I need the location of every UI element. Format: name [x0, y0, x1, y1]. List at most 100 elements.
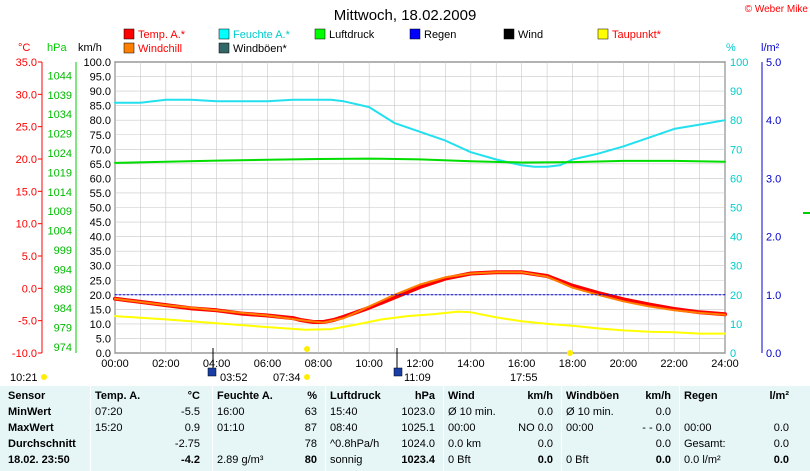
temp-tick-label: -10.0 [12, 348, 37, 360]
rain-tick-label: 2.0 [766, 232, 781, 244]
wind-tick-label: 40.0 [90, 232, 111, 244]
table-header: Temp. A. [95, 390, 141, 402]
rain-unit-label: l/m² [761, 42, 780, 54]
table-cell: 0.0 [537, 438, 553, 450]
table-cell: 01:10 [217, 422, 245, 434]
time-marker-label: 03:52 [220, 372, 248, 384]
table-row-label: 18.02. 23:50 [8, 454, 70, 466]
table-cell: 16:00 [217, 406, 245, 418]
rain-tick-label: 3.0 [766, 173, 781, 185]
table-header: km/h [527, 390, 553, 402]
temp-tick-label: 20.0 [16, 154, 37, 166]
rain-tick-label: 5.0 [766, 57, 781, 69]
humidity-tick-label: 90 [730, 86, 742, 98]
humidity-unit-label: % [726, 42, 736, 54]
moon-icon [393, 367, 403, 377]
wind-tick-label: 95.0 [90, 72, 111, 84]
humidity-tick-label: 0 [730, 348, 736, 360]
pressure-tick-label: 1029 [48, 129, 72, 141]
sun-marker-dot [567, 350, 573, 356]
weather-chart: Mittwoch, 18.02.2009 © Weber Mike Temp. A.… [10, 4, 810, 384]
table-cell: 0.0 l/m² [684, 454, 721, 466]
pressure-tick-label: 1019 [48, 167, 72, 179]
table-cell: Ø 10 min. [448, 406, 496, 418]
table-header: Feuchte A. [217, 390, 273, 402]
table-cell: 0.0 [773, 422, 789, 434]
pressure-tick-label: 979 [54, 323, 72, 335]
legend-swatch [123, 28, 135, 40]
temp-tick-label: 10.0 [16, 219, 37, 231]
sun-icon [304, 374, 310, 380]
x-tick-label: 24:00 [711, 358, 739, 370]
table-column-divider [212, 386, 213, 471]
table-cell: 15:40 [330, 406, 358, 418]
wind-tick-label: 30.0 [90, 261, 111, 273]
table-header: hPa [414, 390, 435, 402]
table-row-label: Durchschnitt [8, 438, 76, 450]
temp-tick-label: -5.0 [18, 316, 37, 328]
pressure-tick-label: 1039 [48, 90, 72, 102]
legend-label: Feuchte A.* [233, 29, 291, 41]
sun-marker-dot [304, 346, 310, 352]
x-tick-label: 14:00 [457, 358, 485, 370]
wind-tick-label: 5.0 [96, 333, 111, 345]
table-cell: -4.2 [181, 454, 200, 466]
table-cell: 0.0 [773, 438, 789, 450]
legend-label: Regen [424, 29, 456, 41]
legend-swatch [218, 42, 230, 54]
moon-icon [207, 367, 217, 377]
wind-tick-label: 20.0 [90, 290, 111, 302]
temp-tick-label: 5.0 [22, 251, 37, 263]
wind-tick-label: 65.0 [90, 159, 111, 171]
x-tick-label: 06:00 [254, 358, 282, 370]
sun-icon [41, 374, 47, 380]
table-cell: 1025.1 [401, 422, 435, 434]
legend-label: Windböen* [233, 43, 288, 55]
table-row-label: MinWert [8, 406, 52, 418]
humidity-tick-label: 80 [730, 115, 742, 127]
time-marker-label: 10:21 [10, 372, 38, 384]
table-cell: -2.75 [174, 438, 200, 450]
table-cell: 15:20 [95, 422, 123, 434]
table-cell: sonnig [330, 454, 363, 466]
series-line-luftdruck [114, 157, 726, 164]
wind-tick-label: 90.0 [90, 86, 111, 98]
wind-tick-label: 55.0 [90, 188, 111, 200]
wind-tick-label: 60.0 [90, 173, 111, 185]
pressure-tick-label: 1004 [48, 226, 72, 238]
x-tick-label: 16:00 [508, 358, 536, 370]
chart-title: Mittwoch, 18.02.2009 [334, 7, 477, 24]
table-cell: 80 [304, 454, 317, 466]
temp-tick-label: 0.0 [22, 283, 37, 295]
table-cell: - - 0.0 [642, 422, 671, 434]
table-header: Sensor [8, 390, 46, 402]
table-cell: 07:20 [95, 406, 123, 418]
wind-tick-label: 85.0 [90, 101, 111, 113]
legend-swatch [218, 28, 230, 40]
legend-label: Windchill [138, 43, 182, 55]
table-header: l/m² [769, 390, 789, 402]
table-cell: ^0.8hPa/h [330, 438, 380, 450]
legend-label: Wind [518, 29, 543, 41]
legend-swatch [409, 28, 421, 40]
table-cell: 1024.0 [401, 438, 435, 450]
wind-tick-label: 100.0 [83, 57, 111, 69]
table-cell: 1023.4 [401, 454, 435, 466]
legend-label: Luftdruck [329, 29, 375, 41]
humidity-tick-label: 100 [730, 57, 748, 69]
x-tick-label: 02:00 [152, 358, 180, 370]
table-column-divider [679, 386, 680, 471]
pressure-tick-label: 989 [54, 284, 72, 296]
pressure-tick-label: 1024 [48, 148, 72, 160]
table-header: Luftdruck [330, 390, 381, 402]
wind-tick-label: 50.0 [90, 203, 111, 215]
table-cell: 0.9 [184, 422, 200, 434]
table-cell: Gesamt: [684, 438, 726, 450]
pressure-tick-label: 994 [54, 264, 72, 276]
table-cell: 0.0 [537, 406, 553, 418]
x-tick-label: 12:00 [406, 358, 434, 370]
legend-label: Temp. A.* [138, 29, 186, 41]
time-marker-label: 07:34 [273, 372, 301, 384]
wind-unit-label: km/h [78, 42, 102, 54]
wind-tick-label: 70.0 [90, 144, 111, 156]
